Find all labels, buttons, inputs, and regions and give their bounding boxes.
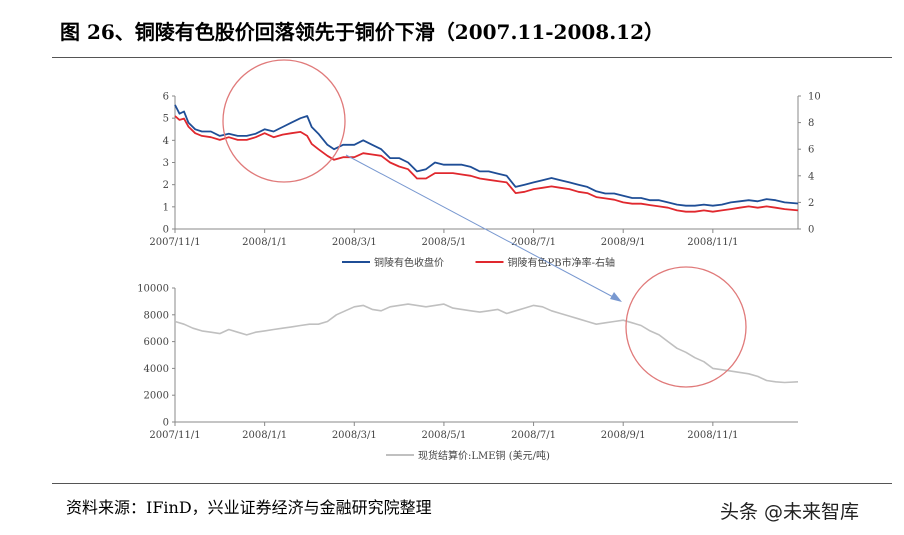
y-right-tick-label: 6: [808, 145, 814, 156]
y-left-tick-label: 0: [163, 418, 169, 429]
x-tick-label: 2008/11/1: [687, 430, 738, 441]
x-tick-label: 2008/5/1: [421, 237, 466, 248]
y-left-tick-label: 4000: [144, 364, 169, 375]
y-left-tick-label: 8000: [144, 310, 169, 321]
x-tick-label: 2008/7/1: [511, 430, 556, 441]
x-tick-label: 2007/11/1: [149, 237, 200, 248]
lead-arrow-head: [610, 292, 622, 302]
title-rule: [52, 57, 892, 58]
y-left-tick-label: 10000: [137, 284, 169, 295]
watermark: 头条 @未来智库: [720, 501, 860, 523]
legend-label: 现货结算价:LME铜 (美元/吨): [418, 449, 550, 462]
y-left-tick-label: 2000: [144, 391, 169, 402]
highlight-circle-copper: [625, 266, 747, 388]
y-left-tick-label: 4: [163, 136, 169, 147]
y-left-tick-label: 1: [163, 202, 169, 213]
x-tick-label: 2008/9/1: [601, 430, 646, 441]
y-left-tick-label: 6000: [144, 337, 169, 348]
x-tick-label: 2008/1/1: [242, 237, 287, 248]
y-left-tick-label: 6: [163, 92, 169, 103]
y-right-tick-label: 10: [808, 92, 821, 103]
source-note: 资料来源：IFinD，兴业证券经济与金融研究院整理: [66, 498, 432, 517]
x-tick-label: 2008/3/1: [332, 430, 377, 441]
x-tick-label: 2008/7/1: [511, 237, 556, 248]
legend-label: 铜陵有色收盘价: [374, 256, 444, 269]
series-line-2: [174, 115, 799, 213]
y-right-tick-label: 2: [808, 198, 814, 209]
y-right-tick-label: 4: [808, 171, 814, 182]
stock-price-chart: 0 1 2 3 4 5 6 0 2 4 6 8 10 2007/11/1 2008/1/1 2008/3/1 2…: [149, 92, 820, 270]
y-left-tick-label: 5: [163, 114, 169, 125]
y-left-tick-label: 3: [163, 158, 169, 169]
series-line-1: [174, 104, 799, 207]
figure-title: 图 26、铜陵有色股价回落领先于铜价下滑（2007.11-2008.12）: [60, 20, 665, 44]
y-left-tick-label: 2: [163, 180, 169, 191]
annotations: [222, 59, 747, 388]
source-rule: [52, 483, 892, 484]
y-right-tick-label: 8: [808, 118, 814, 129]
x-tick-label: 2007/11/1: [149, 430, 200, 441]
lead-arrow-line: [345, 154, 616, 299]
x-tick-label: 2008/3/1: [332, 237, 377, 248]
x-tick-label: 2008/11/1: [687, 237, 738, 248]
x-tick-label: 2008/5/1: [421, 430, 466, 441]
highlight-circle-stock: [222, 59, 346, 183]
series-line-1: [174, 303, 799, 384]
y-left-tick-label: 0: [163, 225, 169, 236]
legend-label: 铜陵有色PB市净率-右轴: [508, 256, 615, 269]
y-right-tick-label: 0: [808, 225, 814, 236]
lme-copper-chart: 0 2000 4000 6000 8000 10000 2007/11/1 2008/1/1 2…: [137, 284, 799, 462]
x-tick-label: 2008/1/1: [242, 430, 287, 441]
x-tick-label: 2008/9/1: [601, 237, 646, 248]
